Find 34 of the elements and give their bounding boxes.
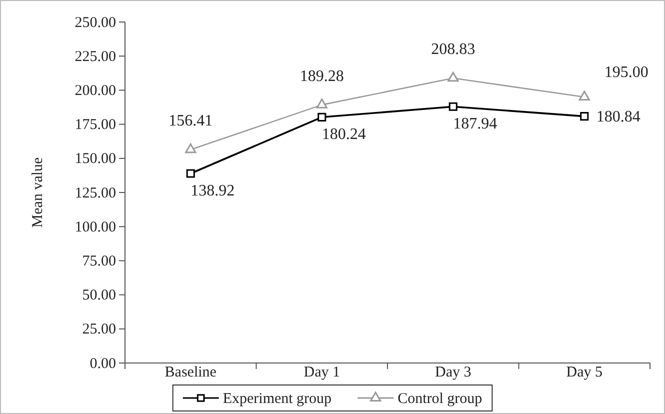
y-tick-label: 125.00 (74, 185, 116, 202)
data-label: 187.94 (453, 116, 498, 133)
data-label: 180.24 (322, 126, 366, 144)
point (185, 143, 196, 154)
point (578, 90, 590, 101)
y-tick-label: 250.00 (74, 14, 116, 31)
legend-label: Experiment group (222, 391, 332, 407)
y-tick-label: 200.00 (74, 83, 116, 99)
point (580, 112, 589, 121)
data-label: 189.28 (300, 68, 344, 85)
x-tick-label: Day 5 (566, 364, 602, 381)
data-label: 138.92 (190, 182, 235, 200)
legend-label: Control group (398, 391, 482, 407)
y-tick-label: 150.00 (74, 151, 116, 168)
y-tick-label: 50.00 (82, 288, 116, 304)
y-tick-label: 175.00 (74, 117, 116, 134)
data-label: 180.84 (596, 108, 640, 126)
point (448, 102, 458, 111)
x-tick-label: Day 3 (435, 364, 472, 381)
y-tick-label: 225.00 (74, 48, 116, 65)
x-tick-label: Baseline (164, 364, 217, 381)
data-label: 208.83 (431, 41, 476, 58)
y-tick-label: 25.00 (82, 322, 116, 338)
point (318, 112, 326, 122)
y-tick-label: 75.00 (82, 254, 116, 270)
data-label: 156.41 (168, 112, 213, 130)
y-tick-label: 100.00 (74, 219, 116, 236)
point (316, 98, 328, 108)
data-label: 195.00 (604, 64, 648, 82)
y-axis-title: Mean value (30, 156, 46, 228)
point (448, 72, 459, 82)
point (186, 169, 195, 178)
y-tick-label: 0.00 (90, 356, 116, 372)
x-tick-label: Day 1 (304, 364, 340, 381)
